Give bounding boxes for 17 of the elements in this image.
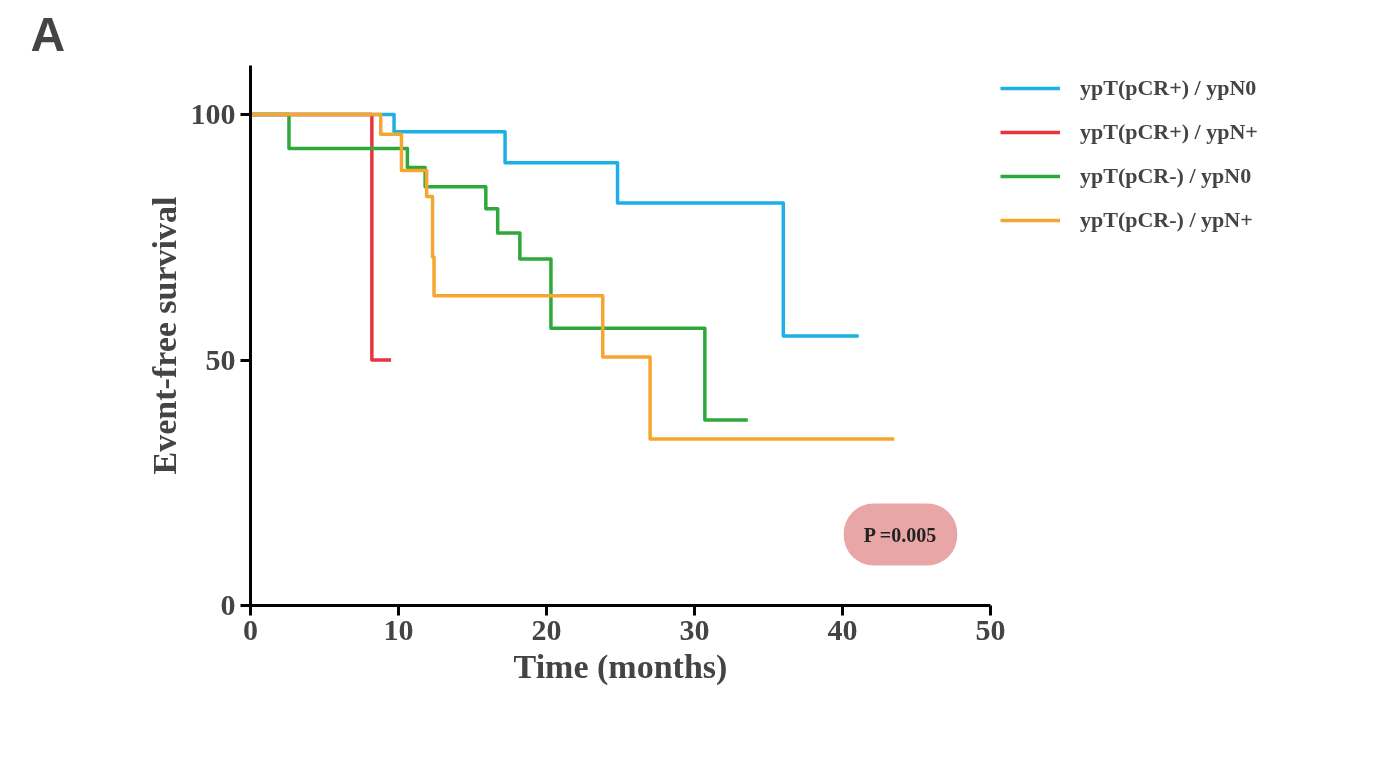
legend-label: ypT(pCR+) / ypN+ bbox=[1080, 119, 1258, 145]
x-axis-title: Time (months) bbox=[513, 647, 728, 686]
legend-label: ypT(pCR-) / ypN0 bbox=[1080, 163, 1252, 189]
text: A bbox=[30, 7, 66, 61]
y-tick-label: 0 bbox=[220, 588, 236, 621]
x-tick-label: 0 bbox=[243, 612, 258, 646]
x-tick-label: 10 bbox=[383, 612, 414, 646]
y-axis-title: Event-free survival bbox=[145, 196, 183, 475]
x-tick-label: 40 bbox=[827, 612, 858, 646]
legend-label: ypT(pCR+) / ypN0 bbox=[1080, 75, 1257, 101]
y-tick-label: 50 bbox=[205, 342, 236, 376]
x-tick-label: 30 bbox=[679, 612, 710, 646]
y-tick-label: 100 bbox=[190, 97, 236, 131]
x-tick-label: 20 bbox=[531, 612, 562, 646]
x-tick-label: 50 bbox=[975, 612, 1006, 646]
annotation: P =0.005 bbox=[863, 523, 937, 546]
legend-label: ypT(pCR-) / ypN+ bbox=[1080, 207, 1253, 233]
